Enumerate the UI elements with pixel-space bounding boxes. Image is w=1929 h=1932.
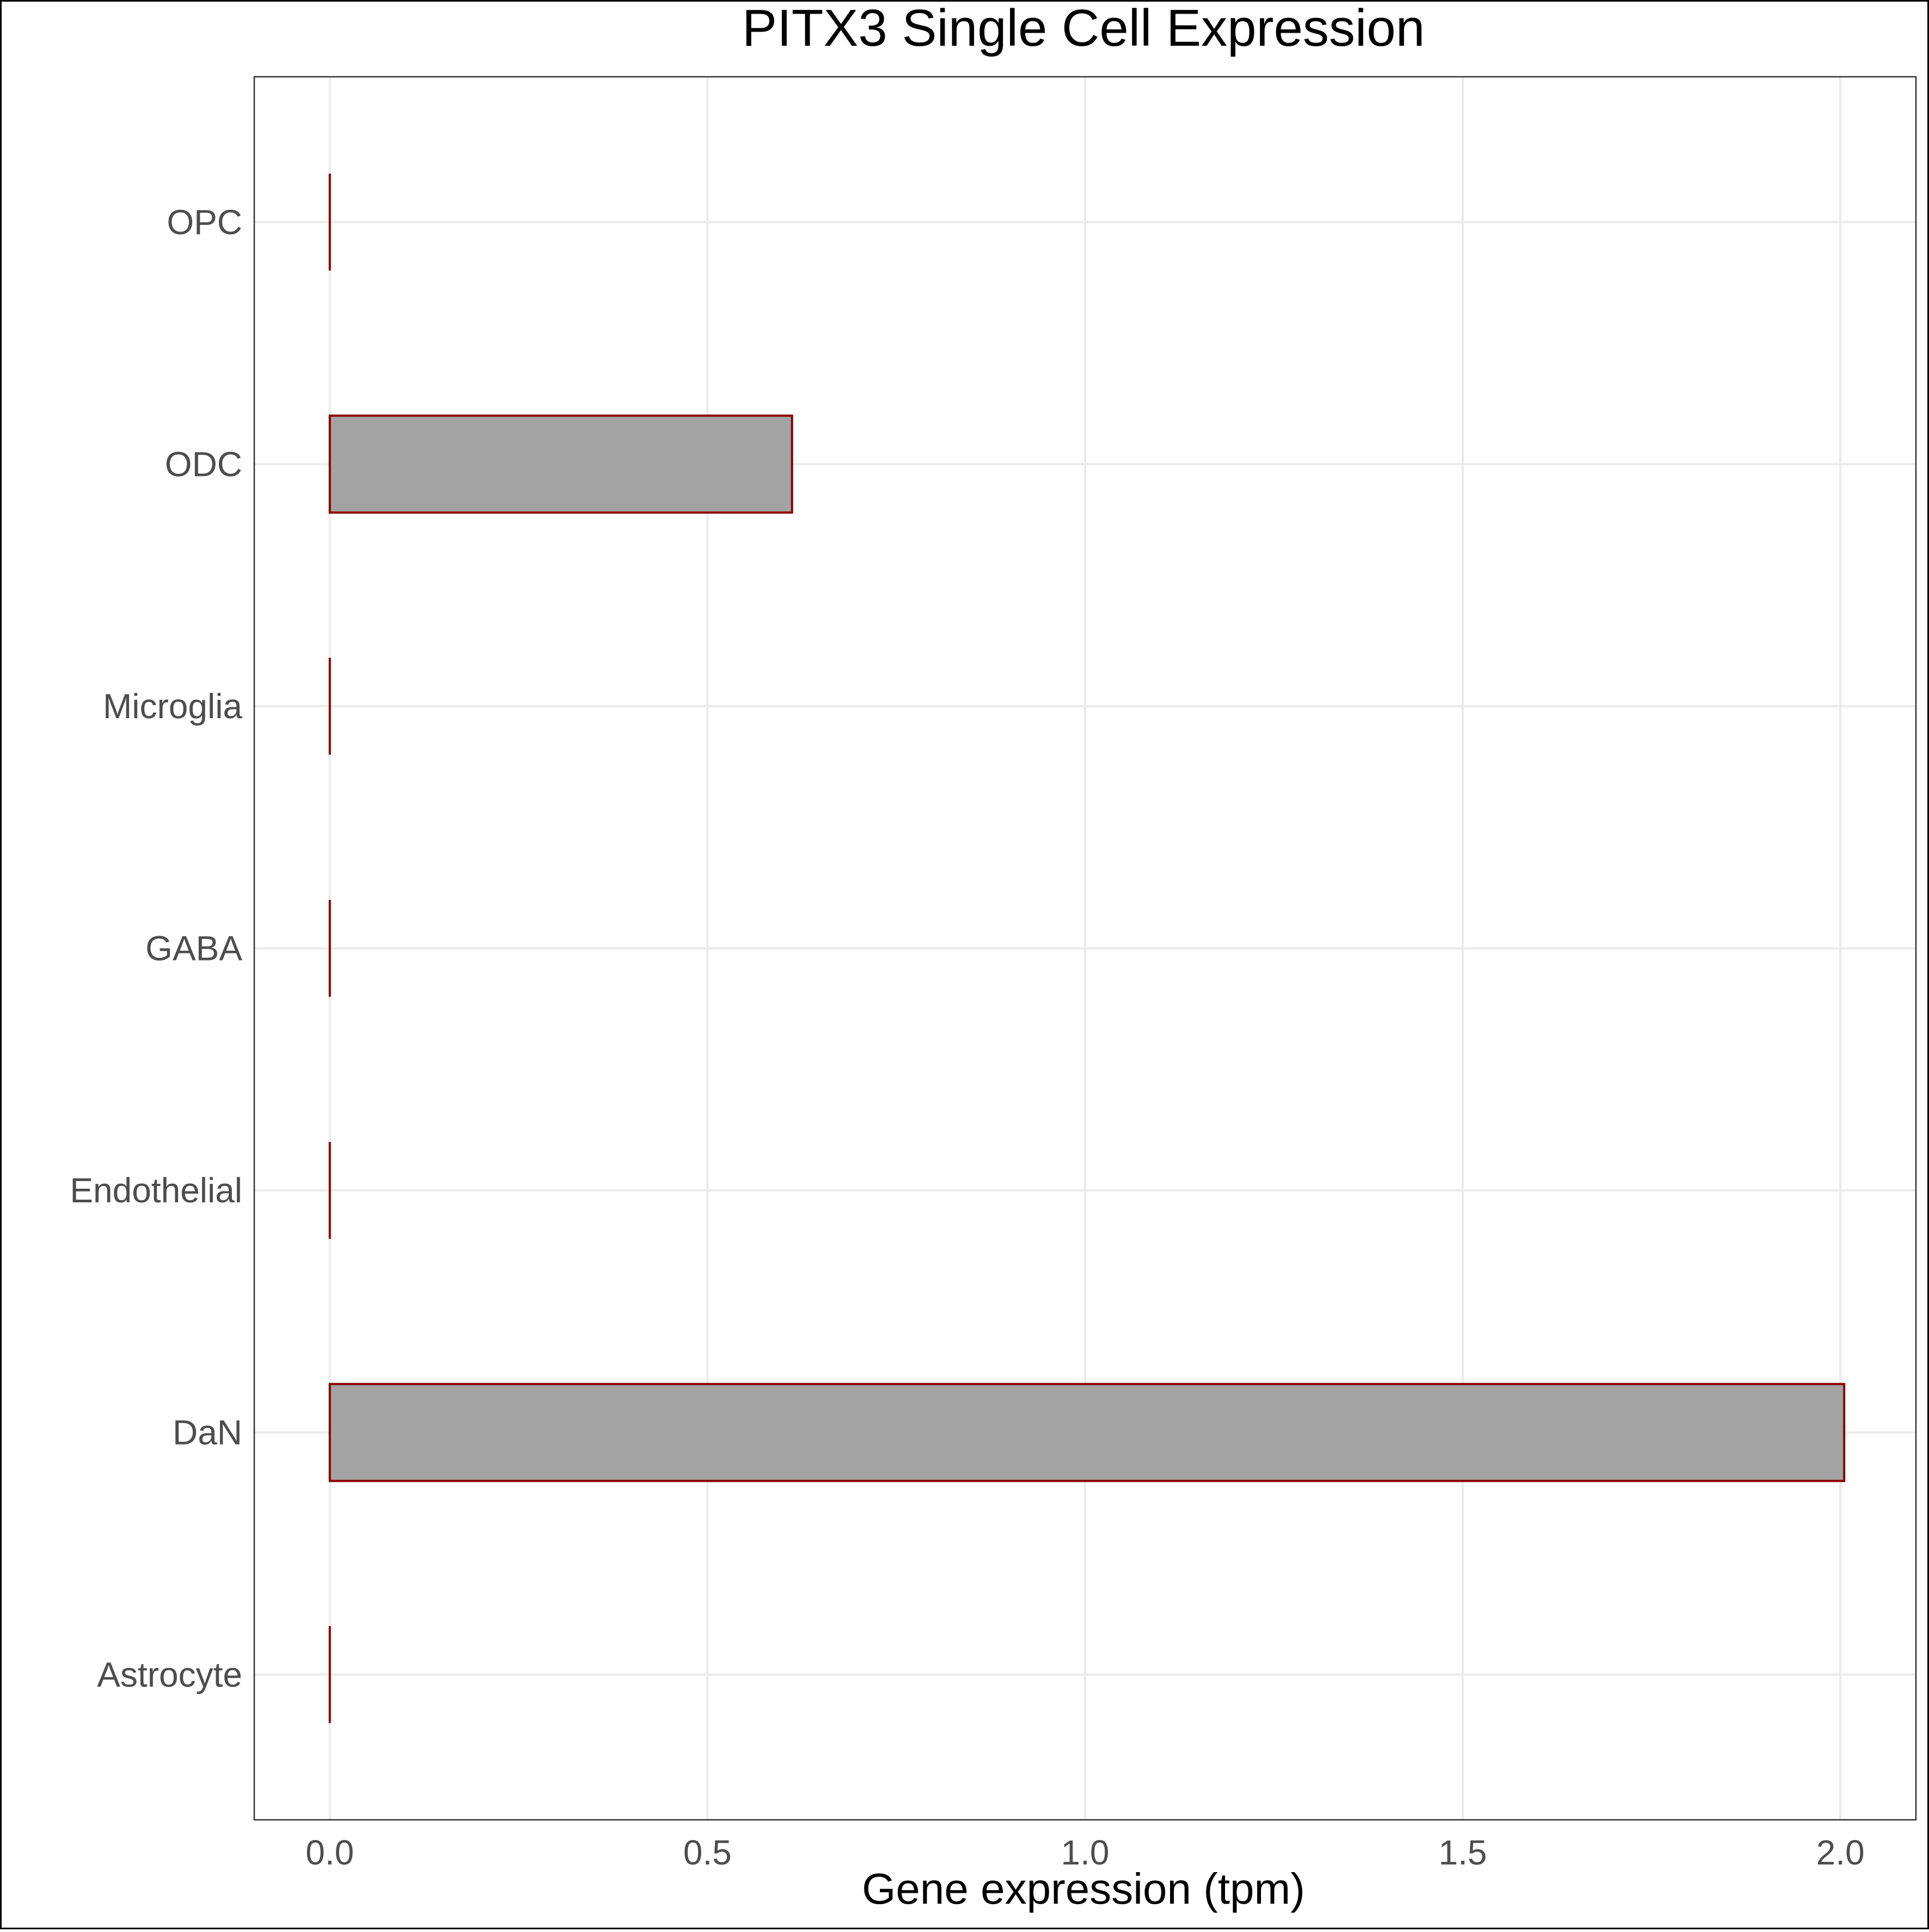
x-axis-tick-labels: 0.0 0.5 1.0 1.5 2.0 xyxy=(305,1833,1865,1872)
x-tick-label: 1.0 xyxy=(1061,1833,1110,1872)
chart-title: PITX3 Single Cell Expression xyxy=(742,0,1425,57)
y-tick-label: Microglia xyxy=(103,687,242,726)
x-tick-label: 2.0 xyxy=(1816,1833,1865,1872)
y-axis-tick-labels: Astrocyte DaN Endothelial GABA Microglia ODC O… xyxy=(70,203,242,1695)
y-tick-label: GABA xyxy=(145,929,242,968)
x-tick-label: 0.5 xyxy=(683,1833,732,1872)
x-tick-label: 0.0 xyxy=(305,1833,354,1872)
bars xyxy=(328,173,1846,1723)
y-tick-label: Astrocyte xyxy=(97,1655,242,1694)
x-tick-label: 1.5 xyxy=(1438,1833,1487,1872)
plot-panel-border xyxy=(253,76,1917,1821)
y-tick-label: Endothelial xyxy=(70,1171,242,1210)
bar-odc xyxy=(328,414,793,514)
y-tick-label: ODC xyxy=(165,444,242,484)
bar-dan xyxy=(328,1383,1846,1482)
x-axis-label: Gene expression (tpm) xyxy=(862,1864,1305,1913)
y-tick-label: DaN xyxy=(173,1413,242,1452)
y-tick-label: OPC xyxy=(167,203,242,242)
